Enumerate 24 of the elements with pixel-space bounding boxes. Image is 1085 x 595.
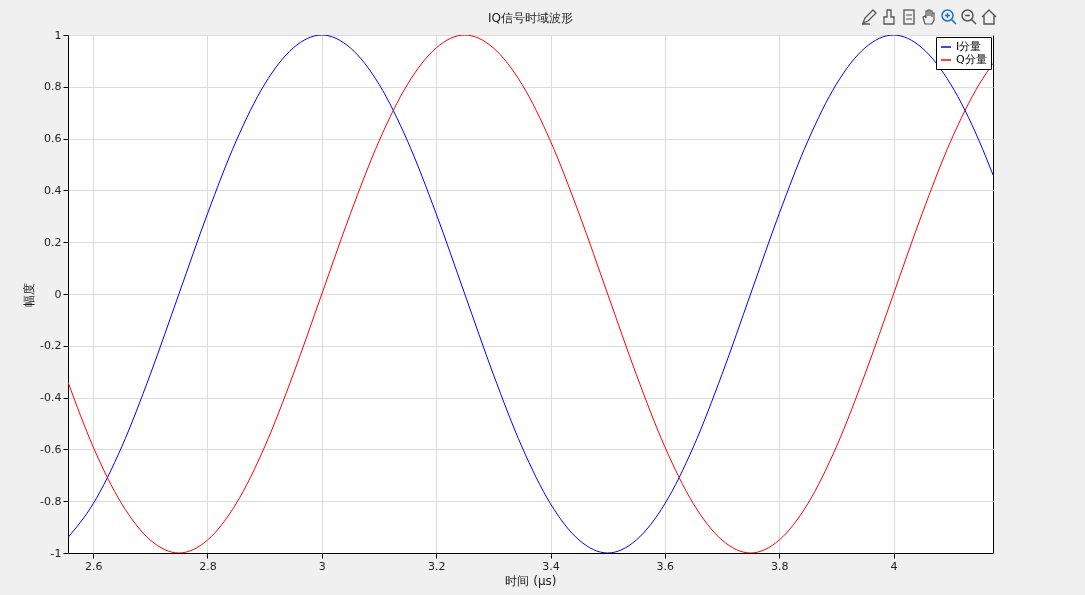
y-tick-label: -0.4 [40, 391, 62, 405]
x-axis-title: 时间 (μs) [505, 573, 557, 588]
y-tick-label: 1 [54, 28, 62, 42]
legend-label: Q分量 [956, 53, 987, 66]
y-tick-label: -1 [50, 546, 62, 560]
chart-title: IQ信号时域波形 [488, 11, 573, 25]
y-axis-title: 幅度 [22, 282, 37, 307]
x-tick-label: 3 [318, 559, 326, 573]
y-tick-label: -0.2 [40, 339, 62, 353]
x-tick-label: 3.4 [542, 559, 560, 573]
x-tick-label: 4 [890, 559, 898, 573]
y-tick-label: 0.8 [44, 80, 62, 94]
x-tick-label: 3.2 [427, 559, 446, 573]
x-tick-label: 3.8 [770, 559, 789, 573]
y-tick-label: -0.8 [40, 494, 62, 508]
x-tick-label: 3.6 [656, 559, 675, 573]
y-tick-label: 0.4 [44, 183, 62, 197]
legend-label: I分量 [956, 40, 982, 53]
y-tick-label: 0.6 [44, 132, 62, 146]
y-tick-label: 0.2 [44, 235, 62, 249]
y-tick-label: 0 [54, 287, 62, 301]
x-tick-label: 2.8 [199, 559, 217, 573]
y-tick-label: -0.6 [40, 442, 62, 456]
x-tick-label: 2.6 [84, 559, 103, 573]
